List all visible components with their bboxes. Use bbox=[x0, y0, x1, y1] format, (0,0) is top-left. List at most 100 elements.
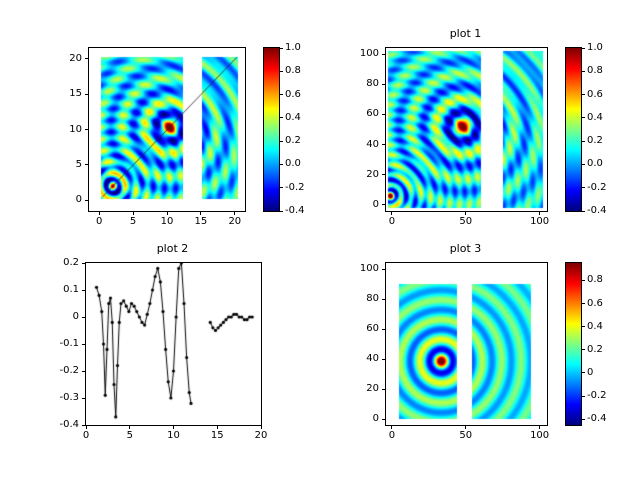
y-tick-mark bbox=[82, 289, 86, 291]
colorbar-tick-label: 1.0 bbox=[285, 42, 301, 53]
y-tick-mark bbox=[85, 58, 89, 60]
colorbar-tick-mark bbox=[581, 187, 585, 189]
y-tick-label: 20 bbox=[366, 383, 379, 394]
y-tick-label: -0.2 bbox=[59, 365, 79, 376]
y-tick-mark bbox=[382, 83, 386, 85]
y-tick-mark bbox=[382, 144, 386, 146]
colorbar-tick-label: 0.8 bbox=[285, 65, 301, 77]
colorbar-tick-mark bbox=[581, 117, 585, 119]
colorbar-tick-mark bbox=[581, 418, 585, 420]
y-tick-label: 20 bbox=[69, 52, 82, 64]
x-tick-mark bbox=[465, 425, 467, 429]
x-tick-label: 0 bbox=[388, 430, 396, 441]
y-tick-mark bbox=[382, 298, 386, 300]
y-tick-label: 0.1 bbox=[63, 284, 79, 295]
colorbar-tick-mark bbox=[581, 140, 585, 142]
plot-title-2: plot 2 bbox=[156, 242, 189, 255]
y-tick-mark bbox=[382, 388, 386, 390]
colorbar-gradient bbox=[566, 48, 581, 211]
x-tick-label: 20 bbox=[228, 216, 242, 227]
x-tick-label: 0 bbox=[82, 430, 90, 441]
colorbar-tick-mark bbox=[279, 70, 283, 72]
x-tick-mark bbox=[200, 211, 202, 215]
colorbar-tick-label: 0.4 bbox=[587, 320, 603, 332]
y-tick-label: 60 bbox=[366, 323, 379, 334]
x-tick-mark bbox=[85, 425, 87, 429]
y-tick-label: -0.4 bbox=[59, 419, 79, 430]
colorbar-tick-mark bbox=[279, 210, 283, 212]
x-tick-mark bbox=[129, 425, 131, 429]
y-tick-label: 0 bbox=[72, 311, 79, 322]
colorbar-tick-mark bbox=[279, 94, 283, 96]
y-tick-label: 0 bbox=[372, 413, 379, 424]
x-tick-label: 100 bbox=[530, 430, 550, 441]
colorbar-tick-mark bbox=[581, 163, 585, 165]
colorbar-tick-label: -0.4 bbox=[285, 205, 305, 216]
colorbar-tick-label: 0.6 bbox=[587, 297, 603, 309]
x-tick-label: 5 bbox=[126, 430, 133, 441]
y-tick-mark bbox=[382, 328, 386, 330]
heatmap-canvas-topleft bbox=[89, 48, 245, 211]
colorbar-tick-mark bbox=[279, 187, 283, 189]
heatmap-canvas-plot1 bbox=[386, 48, 547, 211]
x-tick-label: 100 bbox=[530, 216, 550, 227]
y-tick-label: 0 bbox=[75, 194, 82, 206]
colorbar-topleft: 1.0 0.8 0.6 0.4 0.2 0.0 -0.2 -0.4 bbox=[263, 42, 305, 216]
colorbar-tick-mark bbox=[279, 117, 283, 119]
x-tick-label: 5 bbox=[129, 216, 137, 227]
plot-title-1: plot 1 bbox=[449, 27, 482, 40]
colorbar-tick-label: 1.0 bbox=[587, 42, 603, 53]
colorbar-tick-label: 0.2 bbox=[587, 135, 603, 147]
colorbar-plot3: 0.8 0.6 0.4 0.2 0 -0.2 -0.4 bbox=[565, 262, 607, 426]
x-tick-mark bbox=[539, 425, 541, 429]
colorbar-tick-mark bbox=[581, 303, 585, 304]
colorbar-tick-mark bbox=[279, 163, 283, 165]
colorbar-tick-mark bbox=[279, 47, 283, 49]
colorbar-tick-mark bbox=[581, 349, 585, 351]
colorbar-tick-mark bbox=[581, 395, 585, 397]
colorbar-tick-label: -0.4 bbox=[587, 413, 607, 425]
colorbar-tick-mark bbox=[581, 279, 585, 281]
y-tick-mark bbox=[382, 53, 386, 55]
y-tick-label: 0 bbox=[372, 198, 379, 210]
x-tick-mark bbox=[132, 211, 134, 215]
y-tick-label: 100 bbox=[359, 48, 379, 60]
y-tick-label: 20 bbox=[366, 168, 379, 180]
x-tick-mark bbox=[166, 211, 168, 215]
colorbar-tick-label: 0.8 bbox=[587, 65, 603, 77]
y-tick-mark bbox=[382, 174, 386, 176]
y-tick-label: 100 bbox=[359, 263, 379, 274]
y-tick-label: 0.2 bbox=[63, 257, 79, 268]
colorbar-tick-mark bbox=[581, 70, 585, 72]
subplot-heatmap-topleft: 0 5 10 15 20 0 5 10 15 20 bbox=[69, 47, 246, 227]
colorbar-tick-mark bbox=[581, 94, 585, 96]
line-plot-canvas bbox=[86, 263, 261, 425]
x-tick-mark bbox=[260, 425, 262, 429]
x-tick-mark bbox=[465, 211, 467, 215]
y-tick-mark bbox=[382, 418, 386, 420]
colorbar-tick-label: 0.2 bbox=[285, 135, 301, 147]
y-tick-mark bbox=[85, 129, 89, 130]
subplot-heatmap-plot1: 0 50 100 0 20 40 60 80 100 bbox=[360, 47, 549, 227]
colorbar-tick-mark bbox=[581, 47, 585, 49]
x-tick-mark bbox=[391, 211, 393, 215]
heatmap-canvas-plot3 bbox=[386, 263, 547, 425]
colorbar-tick-mark bbox=[581, 326, 585, 328]
y-tick-label: -0.1 bbox=[59, 338, 79, 349]
y-tick-label: 15 bbox=[69, 88, 82, 100]
y-tick-mark bbox=[82, 397, 86, 399]
colorbar-tick-label: 0.0 bbox=[285, 158, 301, 170]
x-tick-label: 20 bbox=[254, 430, 268, 441]
colorbar-tick-label: 0 bbox=[587, 366, 594, 378]
y-tick-label: 5 bbox=[75, 158, 82, 170]
y-tick-mark bbox=[82, 370, 86, 372]
x-tick-label: 0 bbox=[388, 216, 396, 227]
y-tick-mark bbox=[85, 164, 89, 166]
x-tick-label: 10 bbox=[160, 216, 174, 227]
y-tick-mark bbox=[382, 204, 386, 206]
x-tick-mark bbox=[98, 211, 100, 215]
colorbar-tick-label: -0.2 bbox=[285, 181, 305, 193]
y-tick-label: 60 bbox=[366, 108, 379, 120]
colorbar-tick-label: 0.0 bbox=[587, 158, 603, 170]
